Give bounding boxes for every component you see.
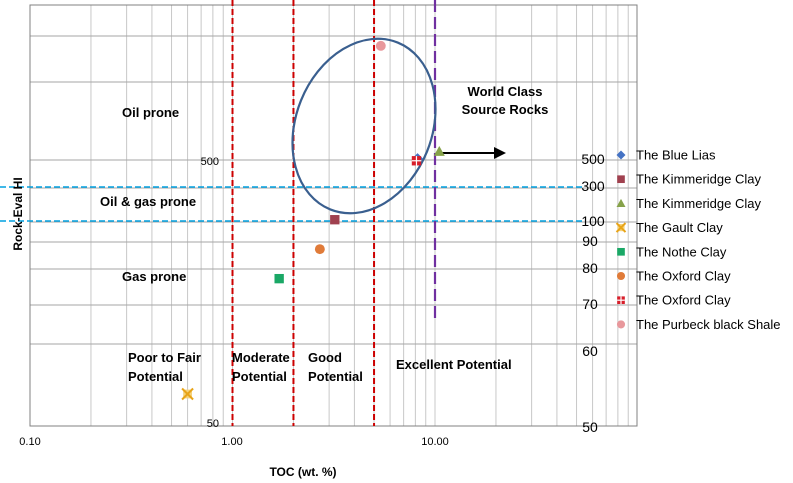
data-point-series-5-0	[314, 244, 325, 255]
vertical-reference-lines	[231, 0, 437, 426]
legend-label-6: The Oxford Clay	[636, 293, 731, 308]
y-axis-title: Rock-Eval HI	[11, 177, 25, 250]
annotation-good-line1: Good	[308, 350, 342, 365]
annotation-world-class-line2: Source Rocks	[462, 102, 549, 117]
annotation-poor-line1: Poor to Fair	[128, 350, 201, 365]
legend-marker-2	[616, 198, 626, 207]
legend-marker-3	[615, 222, 627, 233]
annotation-good-line2: Potential	[308, 369, 363, 384]
right-axis-label-90: 90	[582, 233, 598, 249]
legend: The Blue Lias The Kimmeridge Clay The Kimm…	[615, 148, 781, 332]
x-axis-title: TOC (wt. %)	[269, 465, 336, 479]
right-axis-label-60: 60	[582, 343, 598, 359]
right-axis: 500 300 100 90 80 70 60 50	[581, 151, 605, 435]
legend-marker-3-stroke-b	[615, 222, 627, 233]
data-point-series-2-0	[433, 146, 445, 156]
x-tick-label-1: 1.00	[221, 436, 242, 448]
inner-y-label-50: 50	[207, 418, 219, 430]
right-axis-label-500: 500	[581, 151, 605, 167]
annotation-poor-line2: Potential	[128, 369, 183, 384]
highlight-ellipse	[291, 37, 437, 215]
right-axis-label-50: 50	[582, 419, 598, 435]
annotation-oil-prone: Oil prone	[122, 105, 179, 120]
right-axis-label-70: 70	[582, 296, 598, 312]
data-point-series-3-0	[181, 387, 194, 401]
legend-marker-1	[617, 175, 625, 184]
data-point-series-6-0	[411, 156, 422, 166]
right-axis-label-80: 80	[582, 260, 598, 276]
legend-label-3: The Gault Clay	[636, 220, 723, 235]
legend-marker-6	[617, 296, 625, 305]
inner-y-label-500: 500	[201, 156, 219, 168]
legend-label-1: The Kimmeridge Clay	[636, 172, 761, 187]
legend-marker-7	[616, 320, 626, 329]
annotations: Oil prone Oil & gas prone Gas prone Poor…	[100, 84, 548, 384]
annotation-world-class-line1: World Class	[468, 84, 543, 99]
annotation-moderate-line2: Potential	[232, 369, 287, 384]
data-point-series-4-0	[274, 273, 284, 284]
legend-label-0: The Blue Lias	[636, 148, 716, 163]
annotation-excellent: Excellent Potential	[396, 357, 512, 372]
horizontal-reference-lines	[0, 186, 583, 222]
right-axis-label-100: 100	[581, 213, 605, 229]
legend-label-2: The Kimmeridge Clay	[636, 196, 761, 211]
data-point-series-3-0-stroke-b	[181, 387, 194, 401]
data-point-series-7-0	[375, 40, 386, 51]
annotation-oil-gas-prone: Oil & gas prone	[100, 194, 196, 209]
legend-label-7: The Purbeck black Shale	[636, 317, 781, 332]
legend-label-4: The Nothe Clay	[636, 244, 727, 259]
x-tick-label-0.1: 0.10	[19, 436, 40, 448]
legend-label-5: The Oxford Clay	[636, 269, 731, 284]
x-tick-label-10: 10.00	[421, 436, 449, 448]
arrow-head	[494, 147, 506, 159]
right-axis-label-300: 300	[581, 178, 605, 194]
legend-marker-4	[617, 247, 625, 256]
legend-marker-0	[616, 150, 626, 160]
arrow	[439, 147, 506, 159]
annotation-moderate-line1: Moderate	[232, 350, 290, 365]
plot-area-border	[29, 4, 638, 427]
legend-marker-5	[616, 271, 626, 281]
data-point-series-1-0	[330, 215, 340, 225]
annotation-gas-prone: Gas prone	[122, 269, 186, 284]
markers	[181, 40, 445, 401]
